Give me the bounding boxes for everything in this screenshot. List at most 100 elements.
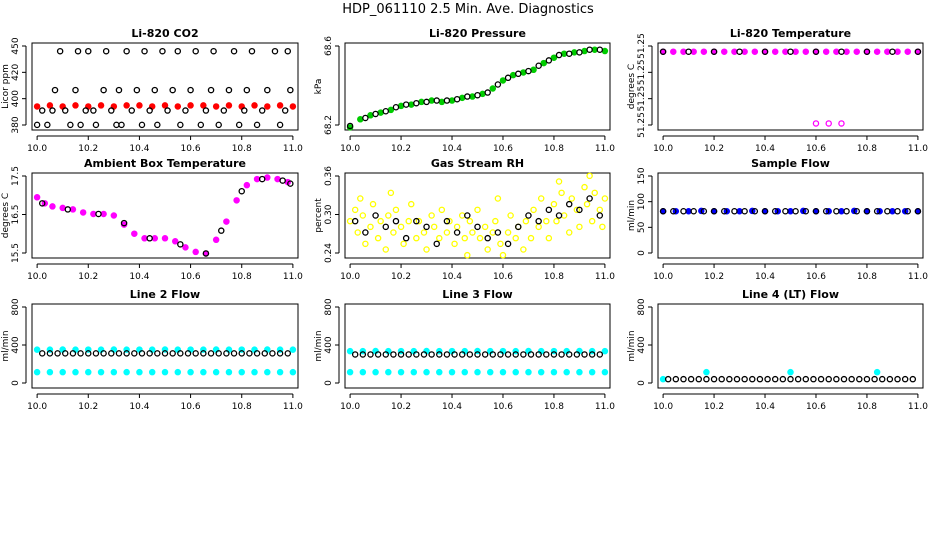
sample-flow-point [863, 207, 871, 215]
line-3-flow-title: Line 3 Flow [442, 288, 512, 301]
ambient-box-temperature-point [258, 175, 266, 183]
gas-stream-rh-point [377, 217, 384, 225]
li820-co2-point [202, 107, 210, 114]
li820-pressure-point [504, 74, 512, 82]
li820-co2-x-tick-label: 10.8 [232, 144, 252, 154]
li820-temperature-point [812, 48, 820, 55]
li820-pressure-point [484, 89, 491, 96]
line-3-flow-x-tick-label: 10.0 [340, 402, 360, 412]
line-2-flow-series-2 [38, 350, 292, 357]
gas-stream-rh-point [484, 246, 491, 253]
li820-pressure-point [576, 49, 583, 56]
li820-co2-point [133, 86, 141, 94]
li820-temperature-y-tick-label: 51.25 [637, 33, 647, 59]
gas-stream-rh-point [499, 251, 507, 259]
ambient-box-temperature-point [223, 218, 230, 225]
li820-temperature-panel: Li-820 Temperature 10.0 10.2 10.4 10.6 10.8 11… [627, 27, 928, 154]
li820-temperature-point [833, 48, 840, 55]
li820-pressure-series-1 [346, 46, 604, 130]
li820-temperature-y-tick-label: 51.25 [637, 112, 647, 138]
line-2-flow-x-tick-label: 10.4 [129, 402, 149, 412]
line-2-flow-point [62, 350, 69, 357]
li820-pressure-x-tick-label: 10.8 [544, 144, 564, 154]
line-2-flow-point [115, 350, 123, 357]
line-3-flow-panel: Line 3 Flow 10.0 10.2 10.4 10.6 10.8 11.0 0 400 8… [314, 288, 615, 412]
line-3-flow-point [527, 351, 535, 358]
gas-stream-rh-point [451, 240, 458, 248]
gas-stream-rh-series-0 [346, 172, 609, 259]
line-2-flow-point [225, 368, 233, 376]
line-3-flow-point [410, 368, 418, 376]
line-2-flow-point [207, 350, 215, 357]
gas-stream-rh-point [555, 178, 563, 185]
gas-stream-rh-title: Gas Stream RH [431, 157, 524, 170]
li820-temperature-x-tick-label: 11.0 [908, 144, 928, 154]
line-3-flow-point [550, 351, 558, 358]
li820-pressure-point [346, 122, 354, 130]
sample-flow-point [690, 207, 697, 215]
li820-pressure-point [494, 81, 502, 88]
line-2-flow-frame [31, 303, 299, 389]
li820-pressure-point [535, 62, 542, 70]
li820-co2-x-tick-label: 10.0 [27, 144, 47, 154]
line-2-flow-point [215, 350, 222, 357]
sample-flow-point [700, 207, 708, 215]
line-3-flow-point [374, 351, 382, 358]
gas-stream-rh-point [581, 183, 588, 191]
gas-stream-rh-point [428, 212, 435, 219]
line-3-flow-series-1 [346, 368, 609, 376]
line-4-lt-flow-title: Line 4 (LT) Flow [742, 288, 839, 301]
sample-flow-point [751, 207, 759, 215]
line-2-flow-y-tick-label: 800 [11, 298, 21, 315]
line-2-flow-point [123, 368, 130, 376]
li820-temperature-point [700, 48, 708, 55]
li820-co2-point [49, 107, 56, 114]
gas-stream-rh-point [474, 223, 481, 231]
li820-temperature-x-tick-label: 10.0 [653, 144, 673, 154]
line-3-flow-point [520, 351, 527, 358]
ambient-box-temperature-point [202, 250, 210, 257]
ambient-box-temperature-point [90, 210, 97, 218]
li820-co2-point [67, 121, 74, 129]
gas-stream-rh-point [530, 206, 537, 214]
line-4-lt-flow-point [749, 375, 756, 383]
line-2-flow-point [289, 346, 297, 353]
li820-co2-point [72, 102, 79, 109]
line-2-flow-point [230, 350, 238, 357]
li820-temperature-y-tick-label: 51.25 [637, 59, 647, 85]
gas-stream-rh-point [351, 206, 359, 214]
line-3-flow-x-tick-label: 10.6 [493, 402, 513, 412]
ambient-box-temperature-x-tick-label: 11.0 [283, 272, 303, 282]
line-3-flow-frame [344, 303, 611, 389]
sample-flow-x-tick-label: 10.4 [755, 272, 775, 282]
ambient-box-temperature-x-tick-label: 10.4 [129, 272, 149, 282]
sample-flow-point [838, 207, 845, 215]
li820-temperature-point [771, 48, 779, 55]
li820-pressure-point [464, 93, 471, 100]
gas-stream-rh-point [443, 229, 451, 236]
gas-stream-rh-point [400, 240, 407, 248]
li820-co2-point [235, 121, 243, 129]
gas-stream-rh-point [385, 212, 392, 219]
ambient-box-temperature-point [218, 227, 225, 234]
line-2-flow-point [108, 350, 115, 357]
ambient-box-temperature-point [161, 235, 169, 242]
ambient-box-temperature-point [243, 181, 251, 189]
li820-temperature-point [736, 48, 743, 55]
li820-pressure-title: Li-820 Pressure [429, 27, 526, 40]
li820-temperature-point [787, 48, 794, 55]
li820-co2-point [207, 86, 215, 94]
line-4-lt-flow-x-tick-label: 11.0 [908, 402, 928, 412]
line-4-lt-flow-x-tick-label: 10.0 [653, 402, 673, 412]
ambient-box-temperature-y-label: degrees C [1, 193, 11, 238]
li820-pressure-point [377, 109, 384, 116]
gas-stream-rh-point [413, 234, 420, 242]
li820-pressure-point [382, 108, 390, 115]
gas-stream-rh-point [436, 234, 443, 242]
gas-stream-rh-point [545, 234, 553, 242]
li820-co2-point [161, 102, 169, 109]
gas-stream-rh-y-label: percent [314, 198, 324, 233]
li820-temperature-x-tick-label: 10.4 [755, 144, 775, 154]
line-3-flow-point [558, 351, 565, 358]
